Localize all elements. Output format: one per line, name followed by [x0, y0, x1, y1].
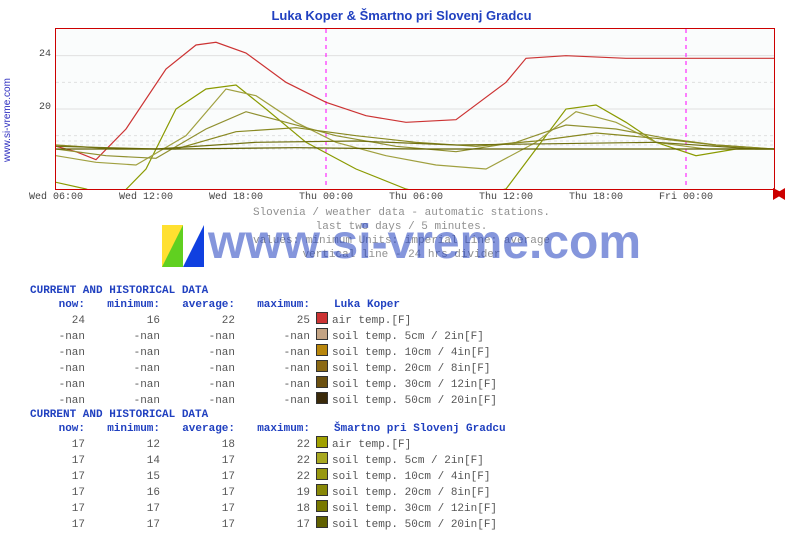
caption-1: Slovenia / weather data - automatic stat… — [0, 206, 803, 220]
table-row: 24162225air temp.[F] — [30, 312, 497, 328]
table-row: 17151722soil temp. 10cm / 4in[F] — [30, 468, 506, 484]
table-title: CURRENT AND HISTORICAL DATA — [30, 284, 497, 298]
table-title: CURRENT AND HISTORICAL DATA — [30, 408, 506, 422]
xtick-label: Wed 18:00 — [209, 192, 263, 203]
table-row: 17161719soil temp. 20cm / 8in[F] — [30, 484, 506, 500]
series-label: air temp.[F] — [332, 315, 411, 327]
color-swatch-icon — [316, 436, 328, 448]
xtick-label: Thu 12:00 — [479, 192, 533, 203]
location-name: Šmartno pri Slovenj Gradcu — [334, 423, 506, 435]
xtick-label: Thu 00:00 — [299, 192, 353, 203]
color-swatch-icon — [316, 344, 328, 356]
table-row: -nan-nan-nan-nansoil temp. 5cm / 2in[F] — [30, 328, 497, 344]
color-swatch-icon — [316, 468, 328, 480]
series-label: soil temp. 50cm / 20in[F] — [332, 395, 497, 407]
series-label: soil temp. 5cm / 2in[F] — [332, 331, 484, 343]
table-row: -nan-nan-nan-nansoil temp. 30cm / 12in[F… — [30, 376, 497, 392]
color-swatch-icon — [316, 452, 328, 464]
chart-svg — [56, 29, 774, 189]
location-name: Luka Koper — [334, 299, 400, 311]
table-row: 17121822air temp.[F] — [30, 436, 506, 452]
table-row: 17171718soil temp. 30cm / 12in[F] — [30, 500, 506, 516]
table-row: -nan-nan-nan-nansoil temp. 50cm / 20in[F… — [30, 392, 497, 408]
color-swatch-icon — [316, 516, 328, 528]
chart-title: Luka Koper & Šmartno pri Slovenj Gradcu — [0, 8, 803, 23]
series-label: soil temp. 5cm / 2in[F] — [332, 455, 484, 467]
xtick-label: Thu 06:00 — [389, 192, 443, 203]
data-table-2: CURRENT AND HISTORICAL DATAnow:minimum:a… — [30, 408, 506, 532]
series-label: soil temp. 10cm / 4in[F] — [332, 471, 490, 483]
color-swatch-icon — [316, 312, 328, 324]
series-label: soil temp. 50cm / 20in[F] — [332, 519, 497, 531]
table-row: 17171717soil temp. 50cm / 20in[F] — [30, 516, 506, 532]
xtick-label: Wed 12:00 — [119, 192, 173, 203]
caption-3: values: minimum Units: imperial Line: av… — [0, 234, 803, 248]
table-row: -nan-nan-nan-nansoil temp. 10cm / 4in[F] — [30, 344, 497, 360]
table-row: -nan-nan-nan-nansoil temp. 20cm / 8in[F] — [30, 360, 497, 376]
chart-plot — [55, 28, 775, 190]
xtick-label: Fri 00:00 — [659, 192, 713, 203]
ytick-label: 20 — [31, 102, 51, 113]
series-label: soil temp. 20cm / 8in[F] — [332, 363, 490, 375]
series-label: soil temp. 20cm / 8in[F] — [332, 487, 490, 499]
color-swatch-icon — [316, 500, 328, 512]
color-swatch-icon — [316, 376, 328, 388]
ytick-label: 24 — [31, 49, 51, 60]
table-header-row: now:minimum:average:maximum:Luka Koper — [30, 298, 497, 312]
series-label: soil temp. 10cm / 4in[F] — [332, 347, 490, 359]
caption-4: vertical line - 24 hrs divider — [0, 248, 803, 262]
series-label: soil temp. 30cm / 12in[F] — [332, 503, 497, 515]
xtick-label: Wed 06:00 — [29, 192, 83, 203]
table-header-row: now:minimum:average:maximum:Šmartno pri … — [30, 422, 506, 436]
color-swatch-icon — [316, 392, 328, 404]
xtick-label: Thu 18:00 — [569, 192, 623, 203]
color-swatch-icon — [316, 484, 328, 496]
site-label: www.si-vreme.com — [2, 78, 13, 162]
color-swatch-icon — [316, 328, 328, 340]
caption-2: last two days / 5 minutes. — [0, 220, 803, 234]
table-row: 17141722soil temp. 5cm / 2in[F] — [30, 452, 506, 468]
series-label: soil temp. 30cm / 12in[F] — [332, 379, 497, 391]
data-table-1: CURRENT AND HISTORICAL DATAnow:minimum:a… — [30, 284, 497, 408]
color-swatch-icon — [316, 360, 328, 372]
series-label: air temp.[F] — [332, 439, 411, 451]
